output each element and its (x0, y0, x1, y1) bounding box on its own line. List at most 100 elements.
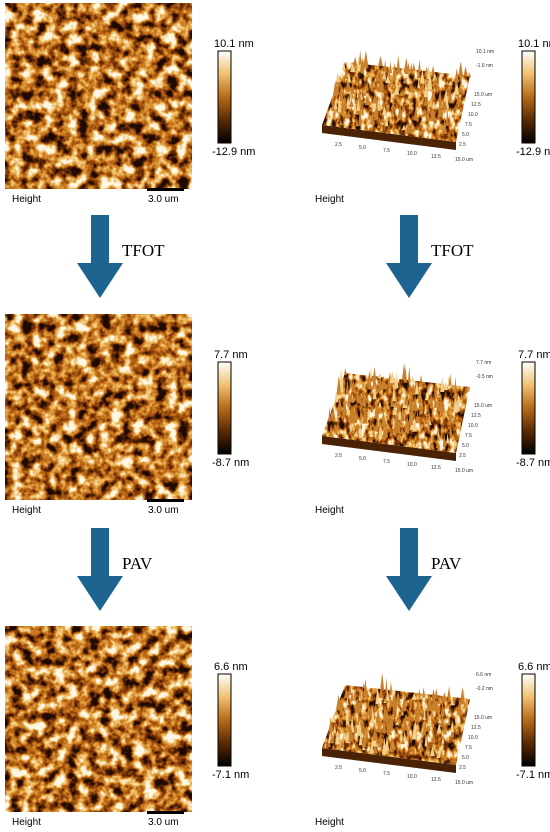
surface-peak (397, 101, 403, 119)
surface-peak (374, 406, 379, 419)
y-tick: 5.0 (462, 443, 469, 449)
surface-peak (365, 93, 369, 106)
scale-bar-label: 3.0 um (148, 194, 179, 205)
surface-peak (353, 689, 357, 700)
y-tick: 7.5 (465, 433, 472, 439)
surface-peak (417, 688, 421, 698)
surface-peak (432, 72, 438, 81)
surface-peak (360, 707, 364, 712)
surface-peak (328, 716, 333, 733)
surface-peak (386, 687, 390, 701)
surface-peak (412, 394, 418, 411)
surface-peak (458, 61, 464, 78)
surface-peak (378, 731, 383, 748)
arrow (77, 528, 123, 611)
scale-bar-label: 3.0 um (148, 817, 179, 828)
surface-peak (373, 703, 378, 711)
surface-peak (382, 70, 387, 80)
surface-peak (370, 422, 375, 428)
surface-peak (393, 402, 397, 416)
surface-peak (355, 116, 359, 127)
x-tick: 7.5 (383, 148, 390, 154)
surface-peak (369, 80, 375, 88)
surface-peak (342, 398, 347, 415)
surface-peak (450, 719, 454, 733)
surface-peak (354, 79, 358, 85)
surface-peak (415, 98, 419, 106)
surface-peak (420, 68, 425, 84)
surface-peak (408, 716, 411, 727)
surface-peak (407, 366, 411, 382)
surface-peak (439, 397, 444, 414)
surface-peak (399, 99, 404, 106)
surface-peak (403, 714, 410, 720)
caption: Height (315, 817, 344, 828)
surface-peak (344, 68, 349, 79)
x-tick: 5.0 (359, 768, 366, 774)
surface-peak (346, 77, 349, 93)
surface-peak (346, 109, 351, 118)
surface-peak (417, 388, 423, 404)
colorbar (217, 50, 232, 144)
y-tick: 5.0 (462, 132, 469, 138)
surface-peak (447, 417, 452, 425)
surface-peak (375, 385, 379, 392)
z-label: 7.7 nm (476, 360, 491, 366)
surface-peak (347, 390, 351, 407)
surface-peak (432, 76, 438, 86)
surface-peak (358, 689, 361, 700)
surface-peak (437, 698, 442, 704)
surface-peak (384, 420, 388, 438)
surface-peak (381, 375, 387, 389)
x-tick: 10.0 (407, 774, 417, 780)
surface-peak (362, 407, 368, 424)
surface-peak (418, 129, 423, 136)
x-tick: 12.5 (431, 777, 441, 783)
surface-peak (360, 731, 364, 738)
surface-peak (346, 696, 349, 706)
surface-peak (362, 432, 366, 438)
surface-peak (423, 382, 427, 388)
surface-peak (447, 708, 451, 713)
surface-peak (372, 722, 377, 741)
surface-peak (372, 366, 377, 380)
surface-peak (431, 730, 436, 743)
surface-peak (337, 95, 342, 113)
surface-peak (436, 436, 440, 441)
surface-peak (388, 738, 394, 753)
colorbar-max: 6.6 nm (518, 661, 550, 673)
surface-peak (335, 428, 339, 436)
y-tick: 10.0 (468, 735, 478, 741)
surface-peak (398, 90, 404, 96)
surface-peak (375, 686, 380, 705)
scale-bar (147, 811, 184, 814)
y-tick: 12.5 (471, 102, 481, 108)
surface-peak (424, 734, 428, 747)
surface-peak (359, 404, 363, 420)
surface-peak (350, 80, 355, 95)
surface-peak (378, 401, 382, 408)
surface-peak (338, 369, 344, 387)
surface-peak (367, 400, 372, 408)
y-tick: 10.0 (468, 112, 478, 118)
x-tick: 2.5 (335, 453, 342, 459)
surface-peak (395, 690, 401, 703)
surface-peak (396, 432, 402, 440)
z-label: 10.1 nm (476, 49, 494, 55)
surface-peak (403, 58, 409, 71)
surface-peak (448, 373, 452, 386)
surface-peak (396, 400, 402, 413)
surface-peak (370, 738, 374, 754)
surface-peak (427, 419, 430, 428)
surface-peak (356, 55, 362, 72)
surface-peak (356, 394, 362, 403)
y-tick: 7.5 (465, 122, 472, 128)
surface-peak (443, 381, 448, 391)
surface-peak (333, 99, 338, 110)
caption: Height (315, 194, 344, 205)
surface-peak (418, 400, 422, 410)
surface-peak (369, 110, 375, 125)
surface-peak (448, 87, 453, 104)
surface-peak (393, 93, 398, 98)
surface-peak (429, 746, 435, 756)
